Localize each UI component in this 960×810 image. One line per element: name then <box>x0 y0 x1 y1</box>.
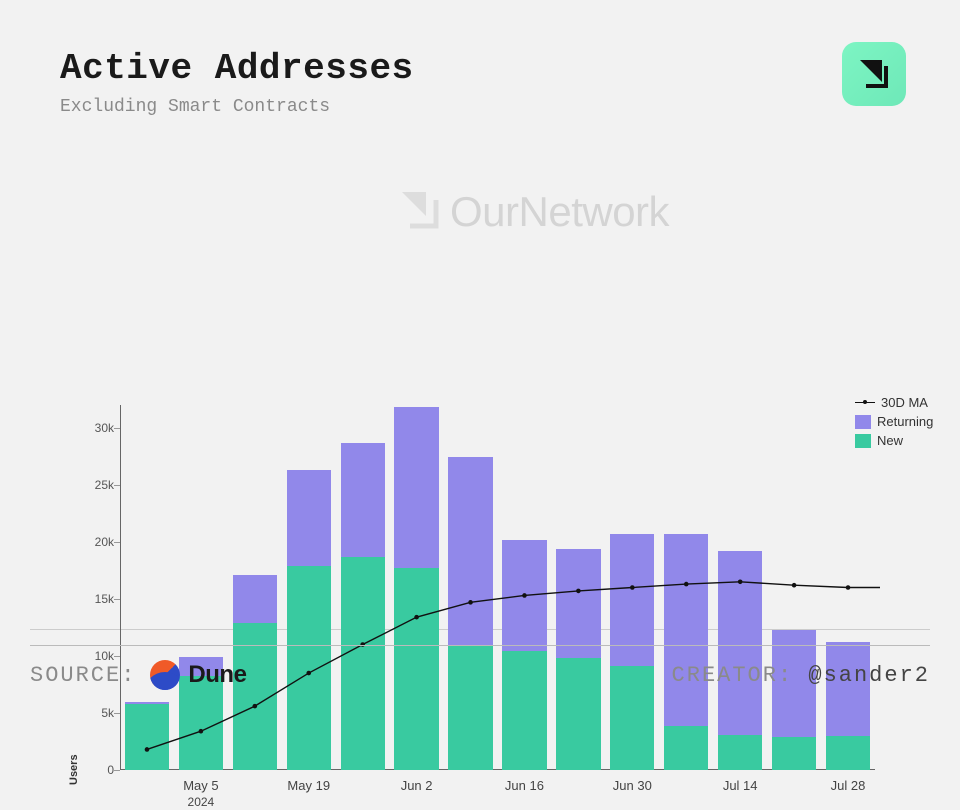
y-tick-label: 20k <box>78 535 114 549</box>
ma-point <box>846 585 851 590</box>
y-tick-mark <box>114 713 120 714</box>
x-tick-label: May 52024 <box>183 778 218 809</box>
legend-label: 30D MA <box>881 395 928 410</box>
dune-logo-icon <box>150 660 180 690</box>
y-tick-label: 30k <box>78 421 114 435</box>
legend-label: New <box>877 433 903 448</box>
legend-item: New <box>855 433 933 448</box>
x-tick-label: Jul 28 <box>831 778 866 793</box>
chart-legend: 30D MA Returning New <box>855 395 933 452</box>
x-tick-label: May 19 <box>287 778 330 793</box>
page-subtitle: Excluding Smart Contracts <box>60 97 900 117</box>
ma-point <box>738 579 743 584</box>
ma-point <box>199 729 204 734</box>
x-tick-label: Jun 30 <box>613 778 652 793</box>
chart-plot: 05k10k15k20k25k30kMay 52024May 19Jun 2Ju… <box>120 405 875 770</box>
source-name: Dune <box>188 661 246 689</box>
chart-container: Users 05k10k15k20k25k30kMay 52024May 19J… <box>30 195 930 630</box>
y-tick-label: 0 <box>78 763 114 777</box>
ma-point <box>630 585 635 590</box>
ma-point <box>145 747 150 752</box>
ma-point <box>792 583 797 588</box>
page-title: Active Addresses <box>60 48 900 89</box>
source-label: SOURCE: <box>30 663 136 688</box>
legend-swatch-icon <box>855 415 871 429</box>
ma-point <box>522 593 527 598</box>
creator-label: CREATOR: <box>672 663 794 688</box>
legend-label: Returning <box>877 414 933 429</box>
y-tick-mark <box>114 599 120 600</box>
legend-line-icon <box>855 402 875 403</box>
y-tick-label: 25k <box>78 478 114 492</box>
ma-point <box>576 589 581 594</box>
legend-item: Returning <box>855 414 933 429</box>
legend-swatch-icon <box>855 434 871 448</box>
ma-point <box>414 615 419 620</box>
legend-item: 30D MA <box>855 395 933 410</box>
creator-handle: @sander2 <box>808 663 930 688</box>
y-tick-mark <box>114 542 120 543</box>
ma-point <box>253 704 258 709</box>
brand-logo-icon <box>842 42 906 106</box>
ma-point <box>684 582 689 587</box>
y-tick-label: 5k <box>78 706 114 720</box>
y-tick-mark <box>114 485 120 486</box>
x-tick-year: 2024 <box>183 795 218 809</box>
creator-block: CREATOR: @sander2 <box>672 663 930 688</box>
ma-point <box>468 600 473 605</box>
y-tick-mark <box>114 770 120 771</box>
x-tick-label: Jul 14 <box>723 778 758 793</box>
line-layer <box>120 405 875 770</box>
x-tick-label: Jun 16 <box>505 778 544 793</box>
y-tick-label: 15k <box>78 592 114 606</box>
y-tick-mark <box>114 428 120 429</box>
source-block: SOURCE: Dune <box>30 660 246 690</box>
x-tick-label: Jun 2 <box>401 778 433 793</box>
